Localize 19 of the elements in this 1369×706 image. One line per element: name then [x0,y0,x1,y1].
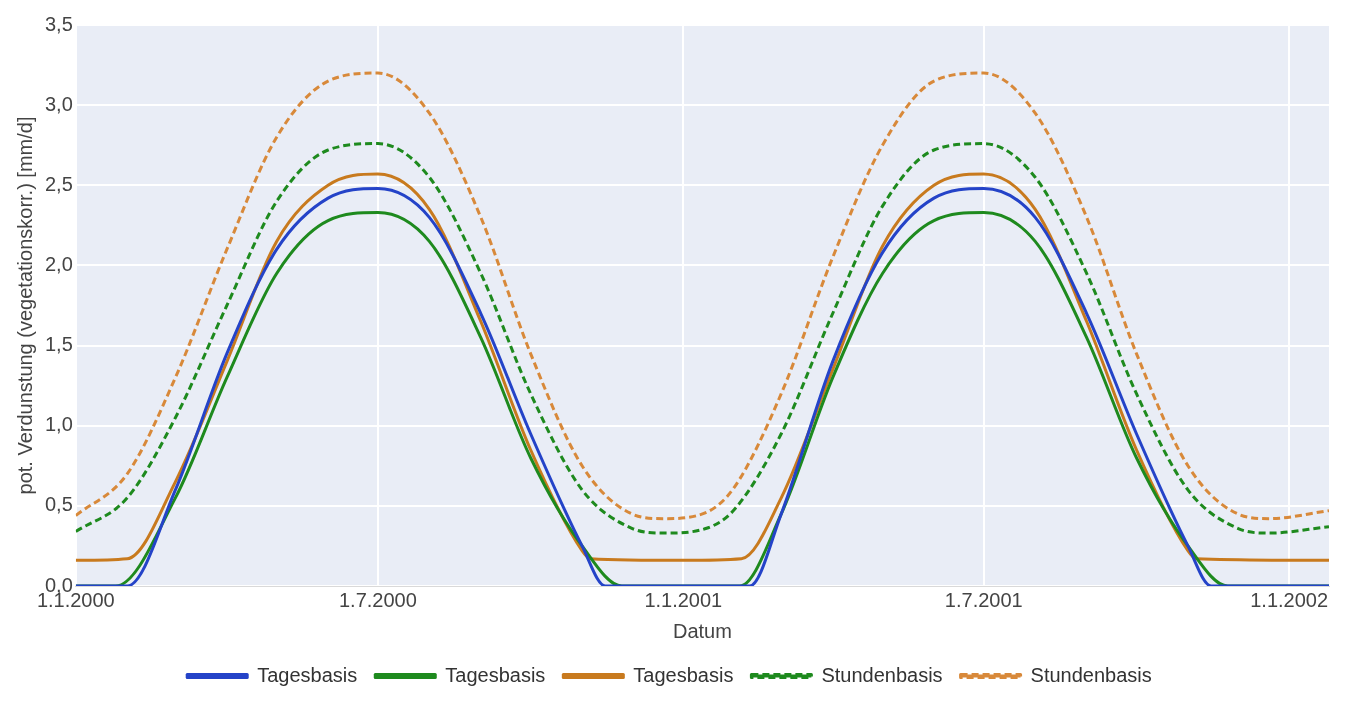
legend-label: Stundenbasis [821,663,943,686]
y-tick-label: 2,0 [44,252,73,275]
y-tick-label: 2,5 [44,172,73,195]
line-series [75,71,1329,521]
x-axis-title: Datum [672,619,732,642]
legend-label: Tagesbasis [445,663,546,686]
y-tick-label: 1,0 [44,413,73,436]
legend-label: Stundenbasis [1030,663,1152,686]
legend-label: Tagesbasis [257,663,358,686]
x-tick-label: 1.1.2001 [644,588,723,611]
y-tick-label: 0,5 [44,493,73,516]
y-tick-label: 1,5 [44,333,73,356]
x-tick-label: 1.1.2002 [1250,588,1329,611]
y-tick-label: 3,5 [44,12,73,35]
x-tick-label: 1.7.2001 [944,588,1023,611]
legend-label: Tagesbasis [633,663,734,686]
y-tick-label: 3,0 [44,92,73,115]
x-tick-label: 1.7.2000 [338,588,417,611]
y-axis-title: pot. Verdunstung (vegetationskorr.) [mm/d] [13,116,36,495]
